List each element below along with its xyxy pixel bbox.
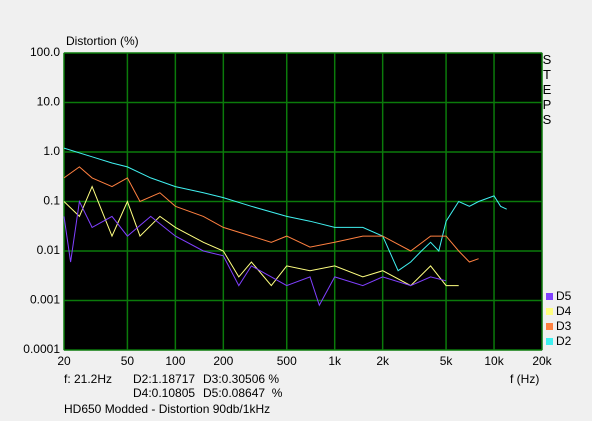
x-tick-label: 5k <box>440 354 454 368</box>
series-line <box>63 166 479 263</box>
legend-swatch <box>546 338 553 345</box>
readout: D2:1.18717 <box>133 372 195 386</box>
legend-swatch <box>546 293 553 300</box>
x-tick-label: 1k <box>328 354 342 368</box>
series-line <box>63 147 507 272</box>
y-tick-label: 0.01 <box>37 243 61 257</box>
legend-swatch <box>546 308 553 315</box>
y-tick-label: 0.0001 <box>23 342 60 356</box>
x-axis-label: f (Hz) <box>510 372 539 386</box>
legend-label: D4 <box>556 304 572 318</box>
legend-swatch <box>546 323 553 330</box>
readout: D3:0.30506 % <box>203 372 279 386</box>
legend-label: D3 <box>556 319 572 333</box>
x-tick-label: 50 <box>121 354 135 368</box>
footer: HD650 Modded - Distortion 90db/1kHz <box>64 402 270 416</box>
y-tick-label: 0.1 <box>43 194 60 208</box>
series-line <box>63 185 459 287</box>
x-tick-label: 200 <box>213 354 233 368</box>
x-tick-label: 500 <box>277 354 297 368</box>
y-tick-label: 100.0 <box>30 45 60 59</box>
x-tick-label: 10k <box>484 354 504 368</box>
x-tick-label: 2k <box>376 354 390 368</box>
x-tick-label: 20k <box>532 354 552 368</box>
y-tick-label: 0.001 <box>30 293 60 307</box>
y-tick-label: 10.0 <box>37 95 61 109</box>
y-tick-label: 1.0 <box>43 144 60 158</box>
readout: D5:0.08647 % <box>203 386 283 400</box>
x-tick-label: 20 <box>57 354 71 368</box>
series-line <box>63 199 447 307</box>
x-tick-label: 100 <box>165 354 185 368</box>
chart-title: Distortion (%) <box>66 34 139 48</box>
legend-label: D5 <box>556 289 572 303</box>
side-label: STEPS <box>542 52 552 127</box>
legend-label: D2 <box>556 334 572 348</box>
readout: f: 21.2Hz <box>64 372 112 386</box>
readout: D4:0.10805 <box>133 386 195 400</box>
